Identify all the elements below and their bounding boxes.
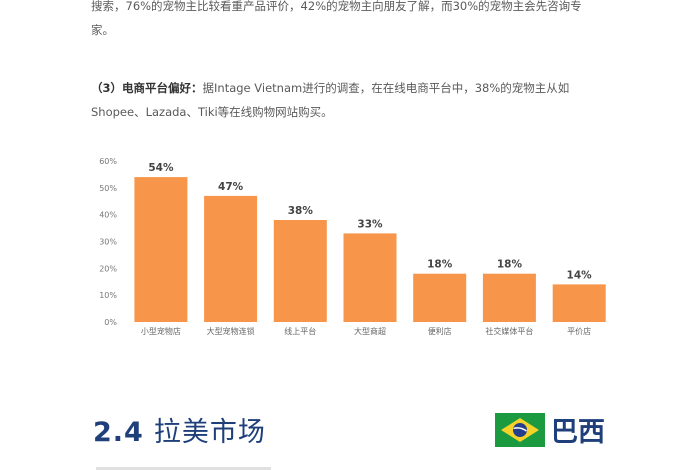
bar [273, 220, 327, 322]
paragraph-line: （3）电商平台偏好：据Intage Vietnam进行的调查，在在线电商平台中，… [91, 76, 631, 100]
bar [482, 273, 536, 322]
country-label: 巴西 [495, 410, 605, 449]
bar-value-label: 33% [357, 218, 383, 230]
y-tick-label: 60% [99, 157, 117, 166]
section-number: 2.4 [93, 417, 144, 448]
y-tick-label: 0% [104, 318, 117, 327]
bar-value-label: 47% [218, 181, 244, 193]
paragraph-heading: （3）电商平台偏好： [91, 81, 203, 95]
bar [204, 195, 258, 322]
y-tick-label: 40% [99, 211, 117, 220]
bar [552, 284, 606, 322]
paragraph-ecommerce-preference: （3）电商平台偏好：据Intage Vietnam进行的调查，在在线电商平台中，… [91, 76, 631, 124]
paragraph-line: 家。 [91, 23, 114, 37]
x-category-label: 社交媒体平台 [485, 326, 533, 336]
paragraph-line: 搜索，76%的宠物主比较看重产品评价，42%的宠物主向朋友了解，而30%的宠物主… [91, 0, 582, 13]
y-tick-label: 50% [99, 184, 117, 193]
x-category-label: 便利店 [428, 326, 452, 336]
x-category-label: 线上平台 [284, 326, 316, 336]
bar-value-label: 18% [427, 259, 453, 271]
bar [134, 177, 188, 322]
x-category-label: 大型商超 [354, 326, 386, 336]
y-tick-label: 20% [99, 264, 117, 273]
paragraph-consumer-research: 搜索，76%的宠物主比较看重产品评价，42%的宠物主向朋友了解，而30%的宠物主… [91, 0, 631, 42]
paragraph-line: Shopee、Lazada、Tiki等在线购物网站购买。 [91, 105, 333, 119]
section-heading: 2.4 拉美市场 [93, 410, 266, 449]
x-category-label: 大型宠物连锁 [207, 326, 255, 336]
next-page-text-fragment [96, 463, 271, 470]
channel-bar-chart: 0% 10% 20% 30% 40% 50% 60% 54% 小型宠物店 47% 大型宠物连锁 38%… [99, 157, 606, 336]
brazil-flag-icon [495, 412, 545, 447]
section-title: 拉美市场 [153, 417, 266, 448]
bar [343, 233, 397, 322]
bar-value-label: 54% [148, 162, 174, 174]
bar-value-label: 38% [288, 205, 314, 217]
x-category-label: 平价店 [567, 326, 591, 336]
bar-value-label: 18% [497, 259, 523, 271]
bar [413, 273, 467, 322]
country-name: 巴西 [551, 417, 605, 448]
x-category-label: 小型宠物店 [141, 326, 181, 336]
paragraph-text: 据Intage Vietnam进行的调查，在在线电商平台中，38%的宠物主从如 [202, 81, 570, 95]
y-tick-label: 30% [99, 238, 117, 247]
bar-value-label: 14% [567, 269, 593, 281]
y-tick-label: 10% [99, 291, 117, 300]
